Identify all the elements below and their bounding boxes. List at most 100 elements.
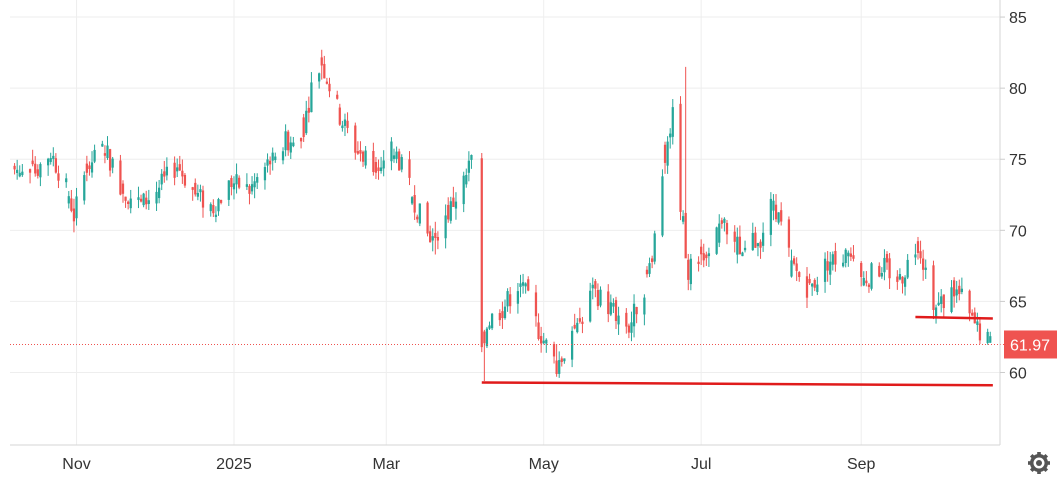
candle-up: [589, 282, 592, 323]
gear-icon[interactable]: [1028, 452, 1050, 474]
candle-up: [617, 306, 620, 335]
x-tick-label: May: [529, 456, 559, 473]
candle-body: [392, 155, 396, 159]
candle-up: [176, 158, 179, 178]
candle-up: [101, 140, 104, 147]
candle-body: [325, 81, 329, 84]
candle-body: [573, 324, 576, 329]
candle-up: [715, 226, 718, 256]
candle-body: [194, 182, 197, 195]
candle-body: [914, 254, 917, 258]
candle-up: [454, 192, 458, 220]
candle-body: [70, 198, 73, 211]
candle-up: [382, 150, 385, 177]
candle-body: [653, 233, 656, 262]
candle-body: [754, 232, 757, 248]
candle-body: [576, 322, 579, 333]
candle-body: [124, 196, 127, 201]
candle-body: [506, 291, 509, 307]
candle-body: [826, 261, 829, 271]
candle-up: [305, 100, 308, 136]
candle-down: [774, 194, 778, 223]
candle-body: [250, 184, 254, 192]
candle-body: [410, 197, 414, 204]
candle-down: [780, 202, 783, 226]
candle-down: [145, 190, 148, 210]
candle-body: [852, 255, 855, 259]
candle-up: [769, 192, 772, 247]
candle-down: [971, 309, 974, 317]
candle-body: [374, 161, 378, 173]
candle-up: [811, 283, 814, 296]
candle-up: [488, 321, 491, 330]
candle-up: [816, 276, 819, 296]
candle-down: [248, 184, 251, 205]
candle-body: [968, 290, 971, 314]
candle-up: [274, 152, 277, 163]
candle-up: [214, 206, 218, 223]
candle-up: [831, 251, 834, 271]
candle-down: [127, 200, 130, 210]
candle-up: [844, 248, 847, 268]
candle-body: [751, 232, 754, 251]
candle-up: [449, 196, 452, 224]
candle-body: [18, 172, 21, 177]
candle-body: [971, 312, 974, 316]
candle-down: [320, 49, 323, 80]
candle-body: [129, 198, 132, 209]
candle-down: [573, 313, 576, 330]
candle-body: [986, 331, 989, 343]
candle-up: [160, 169, 163, 191]
price-axis: 85 80 75 70 65 60: [1000, 10, 1027, 382]
candle-up: [16, 159, 19, 180]
candle-up: [379, 156, 383, 174]
candle-body: [591, 284, 594, 289]
candle-down: [805, 267, 809, 308]
candle-down: [759, 239, 762, 259]
candle-body: [361, 151, 365, 162]
candle-up: [542, 332, 545, 345]
candle-up: [842, 254, 845, 268]
candle-body: [429, 231, 432, 243]
candle-body: [952, 280, 956, 297]
candle-down: [356, 141, 360, 155]
candle-up: [49, 152, 52, 165]
candle-up: [591, 277, 594, 300]
candle-body: [356, 151, 360, 154]
candle-body: [90, 162, 94, 173]
candle-down: [702, 243, 705, 268]
candle-body: [885, 253, 889, 263]
candle-body: [816, 284, 819, 292]
candle-body: [382, 160, 385, 169]
candle-body: [281, 151, 285, 161]
candle-body: [630, 322, 633, 333]
candle-up: [643, 294, 646, 326]
candle-down: [124, 196, 127, 208]
candle-down: [922, 249, 925, 281]
candle-up: [400, 154, 403, 173]
candle-up: [250, 176, 254, 195]
candle-body: [413, 195, 416, 213]
candle-up: [137, 186, 140, 209]
candle-up: [883, 249, 886, 281]
candle-up: [545, 338, 548, 353]
candle-body: [648, 263, 651, 274]
candle-down: [201, 185, 205, 218]
candle-down: [328, 77, 331, 98]
candle-body: [790, 260, 793, 277]
candle-down: [212, 199, 215, 218]
candle-body: [589, 290, 592, 322]
candle-up: [142, 192, 145, 208]
candle-up: [111, 156, 114, 174]
x-tick-label: 2025: [216, 456, 252, 473]
candle-body: [238, 177, 241, 188]
candle-down: [268, 156, 272, 175]
candle-down: [72, 198, 76, 233]
candle-down: [834, 242, 837, 272]
candle-up: [67, 191, 70, 209]
candle-up: [395, 146, 398, 164]
candle-body: [645, 269, 649, 275]
candle-up: [940, 289, 943, 313]
candle-body: [609, 302, 612, 315]
